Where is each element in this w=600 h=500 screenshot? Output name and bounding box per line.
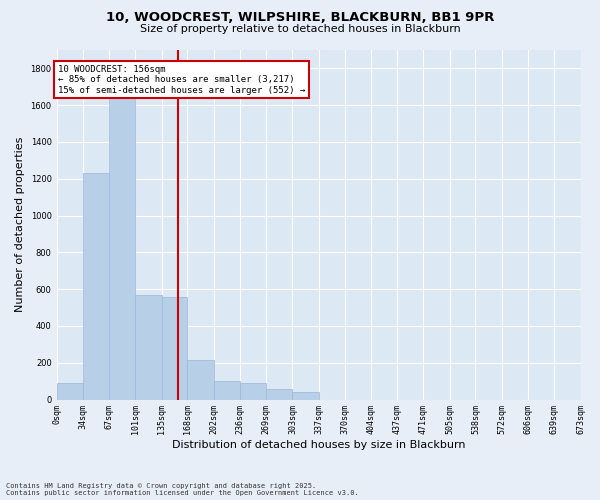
Text: 10 WOODCREST: 156sqm
← 85% of detached houses are smaller (3,217)
15% of semi-de: 10 WOODCREST: 156sqm ← 85% of detached h… (58, 64, 305, 94)
Y-axis label: Number of detached properties: Number of detached properties (15, 137, 25, 312)
X-axis label: Distribution of detached houses by size in Blackburn: Distribution of detached houses by size … (172, 440, 465, 450)
Bar (214, 381, 240, 400)
Bar (135, 294, 161, 400)
Bar (109, 88, 135, 400)
Bar (187, 360, 214, 400)
Bar (56, 383, 83, 400)
Bar (83, 174, 109, 400)
Text: Contains HM Land Registry data © Crown copyright and database right 2025.
Contai: Contains HM Land Registry data © Crown c… (6, 483, 359, 496)
Bar (266, 388, 292, 400)
Bar (161, 296, 187, 400)
Bar (240, 383, 266, 400)
Text: Size of property relative to detached houses in Blackburn: Size of property relative to detached ho… (140, 24, 460, 34)
Bar (292, 392, 319, 400)
Text: 10, WOODCREST, WILPSHIRE, BLACKBURN, BB1 9PR: 10, WOODCREST, WILPSHIRE, BLACKBURN, BB1… (106, 11, 494, 24)
